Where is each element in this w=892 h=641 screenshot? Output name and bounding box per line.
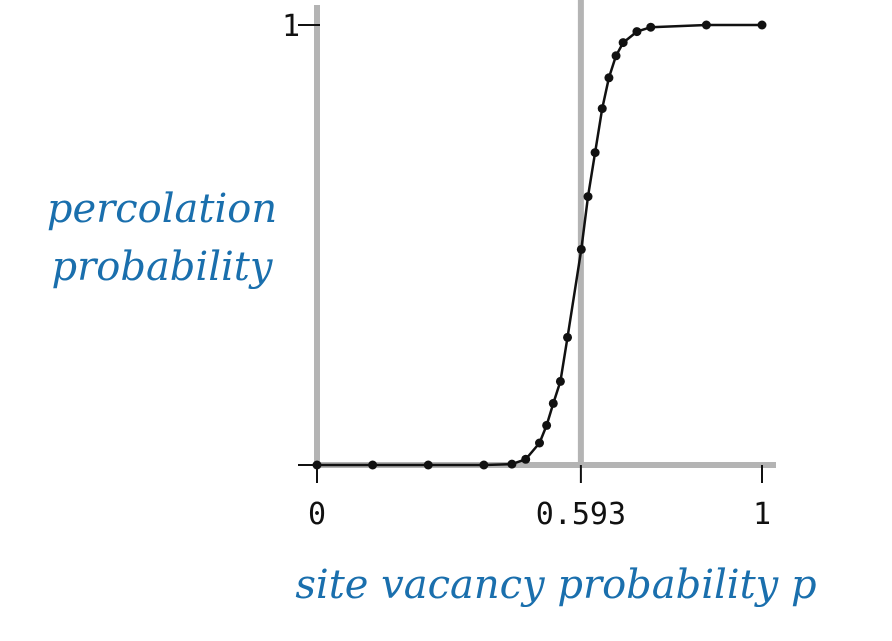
x-tick-label: 0.593: [536, 497, 626, 532]
data-point: [555, 376, 565, 386]
x-axis-title: site vacancy probability p: [295, 562, 816, 608]
data-points: [312, 20, 767, 470]
data-point: [535, 438, 544, 448]
data-point: [542, 420, 552, 430]
x-tick-label: 1: [753, 497, 771, 532]
axes: [298, 0, 776, 483]
data-point: [507, 459, 517, 469]
data-point: [368, 460, 378, 470]
data-point: [521, 454, 531, 464]
x-tick-label: 0: [308, 497, 326, 532]
data-point: [632, 27, 642, 37]
data-point: [590, 148, 600, 158]
y-tick-label: 1: [282, 9, 300, 44]
y-axis-title-line-1: percolation: [47, 186, 277, 232]
data-point: [597, 104, 607, 114]
data-point: [548, 398, 558, 408]
data-point: [576, 244, 586, 254]
series-line-group: [317, 23, 762, 467]
data-point: [618, 38, 628, 48]
data-point: [312, 460, 322, 470]
tick-labels: 0 0.593 1 1: [282, 9, 771, 532]
data-point: [583, 192, 593, 202]
data-point: [611, 51, 621, 61]
series-line: [317, 23, 762, 467]
data-point: [604, 73, 614, 83]
data-point: [563, 332, 573, 342]
data-point: [757, 20, 767, 30]
y-axis-title-line-2: probability: [52, 244, 274, 290]
data-point: [423, 460, 433, 470]
data-point: [646, 22, 656, 32]
data-point: [701, 20, 711, 30]
data-point: [479, 460, 489, 470]
